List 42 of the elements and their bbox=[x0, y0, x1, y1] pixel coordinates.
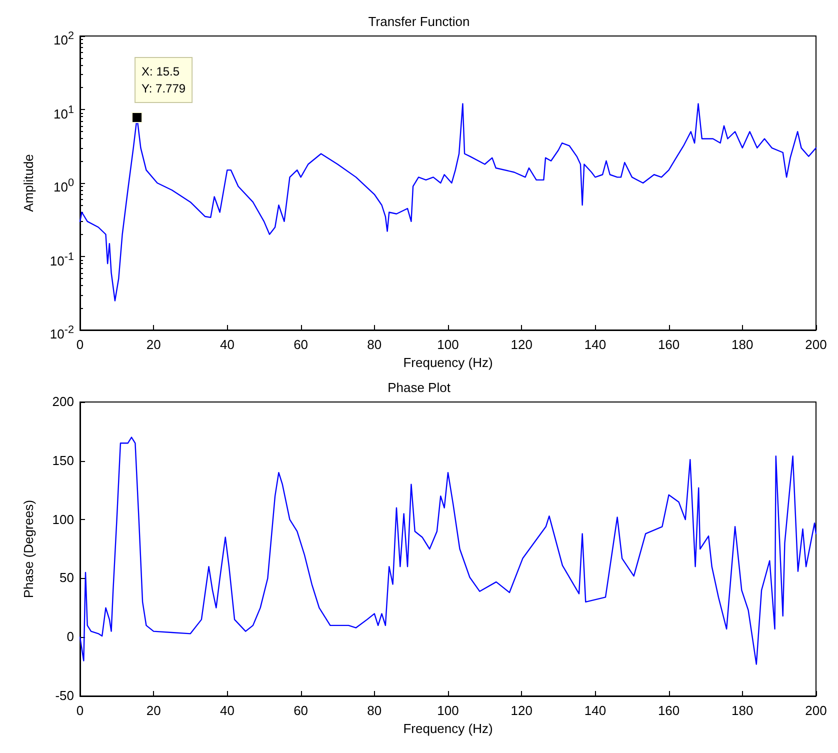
x-tick-label: 40 bbox=[220, 337, 234, 352]
y-axis-title: Amplitude bbox=[21, 154, 36, 212]
y-tick-label: -50 bbox=[55, 687, 74, 705]
x-axis-title: Frequency (Hz) bbox=[403, 721, 493, 736]
x-tick-label: 0 bbox=[76, 703, 84, 718]
annotation: X: 15.5 Y: 7.779 bbox=[142, 64, 186, 96]
x-tick-label: 80 bbox=[367, 703, 382, 718]
x-tick-label: 40 bbox=[220, 703, 234, 718]
y-tick-label: 10$^{2}$ bbox=[54, 29, 74, 50]
x-tick-label: 100 bbox=[437, 337, 459, 352]
y-tick-label: 50 bbox=[60, 569, 74, 588]
x-tick-label: 180 bbox=[732, 337, 754, 352]
x-tick-label: 140 bbox=[584, 703, 606, 718]
x-tick-label: 200 bbox=[805, 703, 827, 718]
x-tick-label: 120 bbox=[510, 337, 532, 352]
y-tick-label: 10$^{-1}$ bbox=[50, 250, 74, 270]
y-axis-title: Phase (Degrees) bbox=[21, 500, 36, 598]
y-tick-label: 10$^{0}$ bbox=[54, 176, 74, 196]
x-tick-label: 160 bbox=[658, 337, 680, 352]
x-tick-label: 200 bbox=[805, 337, 827, 352]
x-tick-label: 20 bbox=[146, 337, 161, 352]
x-tick-label: 100 bbox=[437, 703, 459, 718]
y-tick-label: 10$^{1}$ bbox=[54, 102, 74, 123]
chart-title: Phase Plot bbox=[388, 380, 451, 395]
x-tick-label: 0 bbox=[76, 337, 84, 352]
x-tick-label: 180 bbox=[732, 703, 754, 718]
y-tick-label: 200 bbox=[52, 393, 74, 411]
y-tick-label: 100 bbox=[52, 510, 74, 529]
chart-title: Transfer Function bbox=[368, 14, 470, 29]
y-tick-label: 10$^{-2}$ bbox=[50, 323, 74, 344]
x-tick-label: 160 bbox=[658, 703, 680, 718]
x-tick-label: 60 bbox=[294, 703, 308, 718]
x-tick-label: 120 bbox=[510, 703, 532, 718]
x-axis-title: Frequency (Hz) bbox=[403, 355, 493, 370]
x-tick-label: 60 bbox=[294, 337, 308, 352]
y-tick-label: 0 bbox=[66, 628, 74, 646]
line-series bbox=[79, 103, 817, 302]
line-series bbox=[79, 436, 817, 665]
x-tick-label: 140 bbox=[584, 337, 606, 352]
y-tick-label: 150 bbox=[52, 452, 74, 470]
x-tick-label: 20 bbox=[146, 703, 161, 718]
x-tick-label: 80 bbox=[367, 337, 382, 352]
